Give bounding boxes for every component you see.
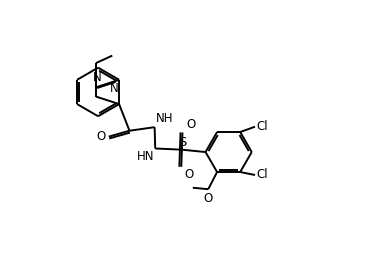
Text: O: O <box>203 192 212 205</box>
Text: N: N <box>109 82 118 94</box>
Text: S: S <box>178 136 186 149</box>
Text: Cl: Cl <box>256 168 268 181</box>
Text: O: O <box>96 130 105 143</box>
Text: O: O <box>186 118 195 131</box>
Text: O: O <box>185 168 194 181</box>
Text: Cl: Cl <box>256 120 268 133</box>
Text: HN: HN <box>136 150 154 163</box>
Text: N: N <box>93 71 102 84</box>
Text: NH: NH <box>156 112 173 125</box>
